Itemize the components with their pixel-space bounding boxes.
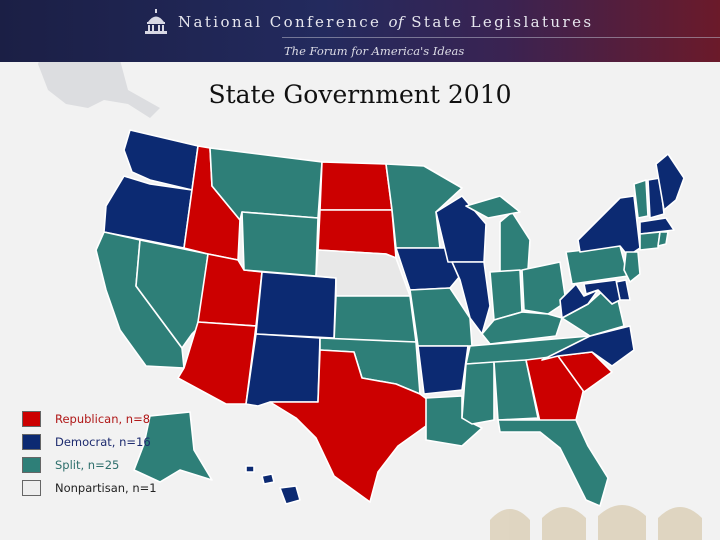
state-massachusetts[interactable] bbox=[639, 217, 675, 235]
state-ohio[interactable] bbox=[521, 261, 567, 315]
header-banner: National Conference of State Legislature… bbox=[0, 0, 720, 62]
state-hawaii-island-2[interactable] bbox=[261, 473, 275, 485]
state-alabama[interactable] bbox=[493, 359, 539, 421]
legend-label-split: Split, n=25 bbox=[55, 458, 120, 472]
state-new-mexico[interactable] bbox=[245, 333, 321, 407]
state-michigan[interactable] bbox=[499, 211, 531, 273]
state-missouri[interactable] bbox=[409, 287, 473, 347]
state-alaska[interactable] bbox=[133, 411, 213, 483]
state-pennsylvania[interactable] bbox=[565, 245, 629, 285]
state-north-dakota[interactable] bbox=[319, 161, 393, 211]
legend-swatch-democrat bbox=[22, 434, 41, 450]
capitol-domes-decoration bbox=[490, 505, 702, 540]
state-kansas[interactable] bbox=[333, 295, 417, 343]
banner-divider bbox=[282, 37, 720, 38]
state-colorado[interactable] bbox=[255, 271, 337, 339]
legend-label-republican: Republican, n=8 bbox=[55, 412, 151, 426]
state-florida[interactable] bbox=[497, 419, 609, 507]
organization-name: National Conference of State Legislature… bbox=[178, 13, 594, 31]
legend-label-democrat: Democrat, n=16 bbox=[55, 435, 151, 449]
state-michigan-upper[interactable] bbox=[465, 195, 521, 219]
state-iowa[interactable] bbox=[395, 247, 461, 291]
state-arkansas[interactable] bbox=[417, 345, 469, 395]
state-mississippi[interactable] bbox=[461, 361, 495, 425]
state-new-jersey[interactable] bbox=[623, 251, 641, 283]
legend-swatch-nonpartisan bbox=[22, 480, 41, 496]
state-new-york[interactable] bbox=[577, 195, 641, 257]
legend-label-nonpartisan: Nonpartisan, n=1 bbox=[55, 481, 157, 495]
legend-swatch-republican bbox=[22, 411, 41, 427]
state-louisiana[interactable] bbox=[425, 395, 483, 447]
state-texas[interactable] bbox=[269, 349, 429, 503]
state-hawaii-island-3[interactable] bbox=[245, 465, 255, 473]
state-rhode-island[interactable] bbox=[657, 231, 669, 247]
capitol-dome-icon bbox=[145, 9, 167, 34]
state-minnesota[interactable] bbox=[385, 163, 463, 249]
state-connecticut[interactable] bbox=[639, 231, 661, 251]
state-wyoming[interactable] bbox=[241, 211, 319, 277]
state-maine[interactable] bbox=[655, 153, 685, 211]
state-wisconsin[interactable] bbox=[435, 195, 487, 263]
map-title: State Government 2010 bbox=[208, 80, 512, 109]
legend-swatch-split bbox=[22, 457, 41, 473]
state-vermont[interactable] bbox=[633, 179, 649, 219]
state-hawaii-main[interactable] bbox=[279, 485, 301, 505]
state-maryland[interactable] bbox=[583, 279, 621, 305]
tagline: The Forum for America's Ideas bbox=[284, 44, 465, 58]
state-indiana[interactable] bbox=[489, 269, 523, 321]
